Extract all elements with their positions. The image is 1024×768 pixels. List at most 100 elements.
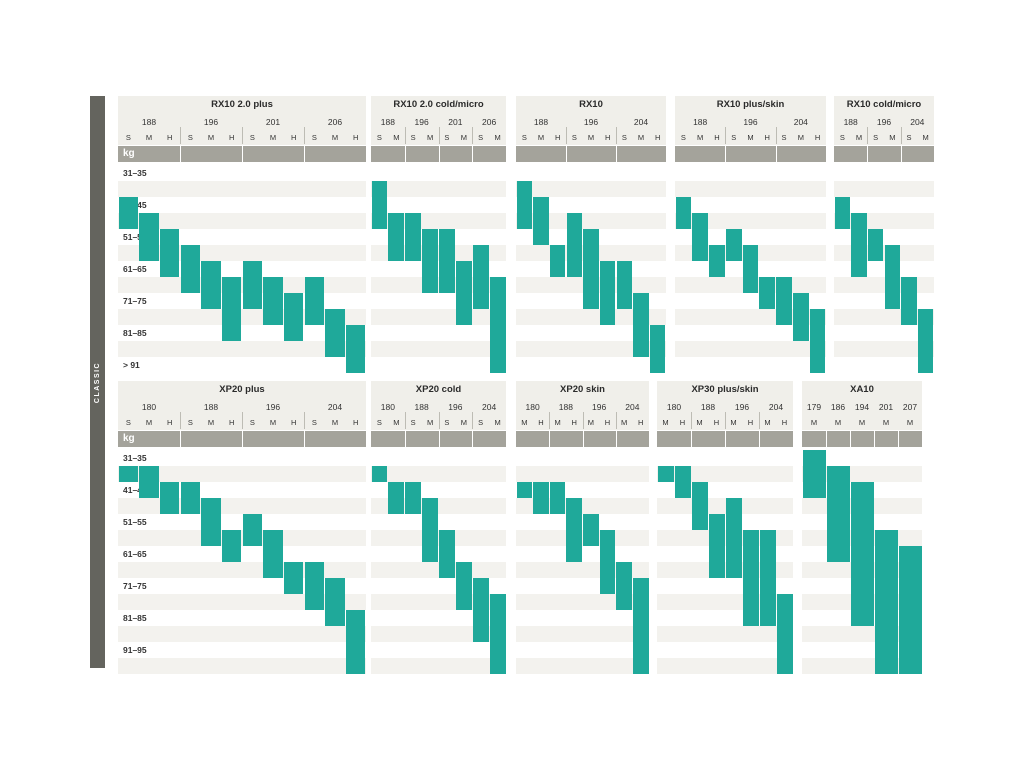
stiffness-label: H [290, 418, 297, 427]
length-label: 196 [265, 402, 281, 412]
row-stripe [371, 181, 506, 197]
stiffness-label: M [637, 133, 645, 142]
stiffness-label: S [873, 133, 879, 142]
weight-row-label: 91–95 [123, 645, 147, 655]
stiffness-label: M [906, 418, 914, 427]
weight-range-bar [674, 466, 691, 498]
weight-range-bar [388, 213, 405, 261]
stiffness-label: M [460, 133, 467, 142]
stiffness-label: H [714, 133, 720, 142]
row-stripe [118, 245, 366, 261]
row-stripe [118, 466, 366, 482]
weight-range-bar [533, 197, 549, 245]
row-stripe [118, 594, 366, 610]
length-divider [439, 127, 440, 144]
length-label: 204 [793, 117, 808, 127]
weight-range-bar [759, 530, 776, 626]
kg-band-divider [180, 431, 181, 447]
length-divider [901, 127, 902, 144]
stiffness-label: S [125, 418, 131, 427]
weight-range-bar [405, 213, 422, 261]
kg-band-divider [616, 431, 617, 447]
weight-range-bar [792, 293, 809, 341]
length-divider [725, 412, 726, 429]
stiffness-label: M [331, 133, 339, 142]
row-stripe [657, 530, 793, 546]
stiffness-label: M [697, 133, 704, 142]
row-stripe [118, 213, 366, 229]
weight-range-bar [283, 293, 304, 341]
stiffness-label: M [858, 418, 866, 427]
stiffness-label: H [554, 133, 561, 142]
weight-row-label: 31–35 [123, 168, 147, 178]
length-label: 188 [843, 117, 858, 127]
model-title: XA10 [850, 384, 874, 395]
weight-range-bar [221, 277, 242, 341]
row-stripe [118, 530, 366, 546]
weight-range-bar [566, 213, 583, 277]
weight-range-bar [826, 466, 850, 562]
kg-band-divider [691, 431, 692, 447]
length-label: 186 [830, 402, 846, 412]
length-divider [405, 127, 406, 144]
kg-band [802, 431, 922, 447]
stiffness-label: M [207, 133, 215, 142]
kg-band-divider [242, 146, 243, 162]
stiffness-label: M [554, 418, 561, 427]
stiffness-label: H [713, 418, 720, 427]
kg-row-label: kg [123, 148, 135, 159]
kg-band-divider [725, 431, 726, 447]
weight-range-bar [898, 546, 922, 674]
row-stripe [516, 594, 649, 610]
kg-band-divider [180, 146, 181, 162]
model-panel: XP20 plus 180 188 196 204 S M H S M H S M H S M H [118, 381, 366, 674]
weight-row-label: 61–65 [123, 264, 147, 274]
model-title: XP30 plus/skin [691, 384, 759, 395]
classic-sidebar-label: CLASSIC [94, 361, 102, 403]
weight-range-bar [834, 197, 851, 229]
weight-range-bar [242, 514, 263, 546]
stiffness-label: M [587, 418, 594, 427]
weight-row-label: 51–55 [123, 232, 147, 242]
stiffness-label: H [764, 133, 770, 142]
stiffness-label: S [376, 418, 382, 427]
row-stripe [371, 245, 506, 261]
length-label: 206 [327, 117, 343, 127]
kg-band-divider [304, 431, 305, 447]
kg-band-divider [549, 431, 550, 447]
kg-band-divider [566, 146, 567, 162]
weight-range-bar [742, 245, 759, 293]
stiffness-label: S [187, 418, 193, 427]
kg-band-divider [583, 431, 584, 447]
length-label: 201 [448, 117, 463, 127]
stiffness-label: M [662, 418, 669, 427]
stiffness-label: S [478, 133, 484, 142]
weight-range-bar [283, 562, 304, 594]
weight-range-bar [439, 530, 455, 578]
length-label: 196 [743, 117, 758, 127]
kg-band-divider [725, 146, 726, 162]
stiffness-label: H [747, 418, 754, 427]
stiffness-label: M [393, 418, 400, 427]
weight-range-bar [180, 245, 201, 293]
weight-range-bar [549, 482, 566, 514]
length-divider [725, 127, 726, 144]
row-stripe [118, 626, 366, 642]
weight-row-label: 31–35 [123, 453, 147, 463]
row-stripe [371, 213, 506, 229]
model-panel: XP20 cold 180 188 196 204 S M S M S M S M [371, 381, 506, 674]
length-divider [616, 127, 617, 144]
stiffness-label: H [352, 133, 359, 142]
stiffness-label: M [889, 133, 896, 142]
weight-range-bar [263, 277, 283, 325]
length-label: 180 [666, 402, 682, 412]
kg-band-divider [901, 146, 902, 162]
kg-band-divider [472, 431, 473, 447]
stiffness-label: M [764, 418, 771, 427]
row-stripe [657, 562, 793, 578]
stiffness-label: H [604, 133, 611, 142]
weight-range-bar [304, 277, 325, 325]
stiffness-label: S [478, 418, 484, 427]
length-label: 180 [141, 402, 157, 412]
